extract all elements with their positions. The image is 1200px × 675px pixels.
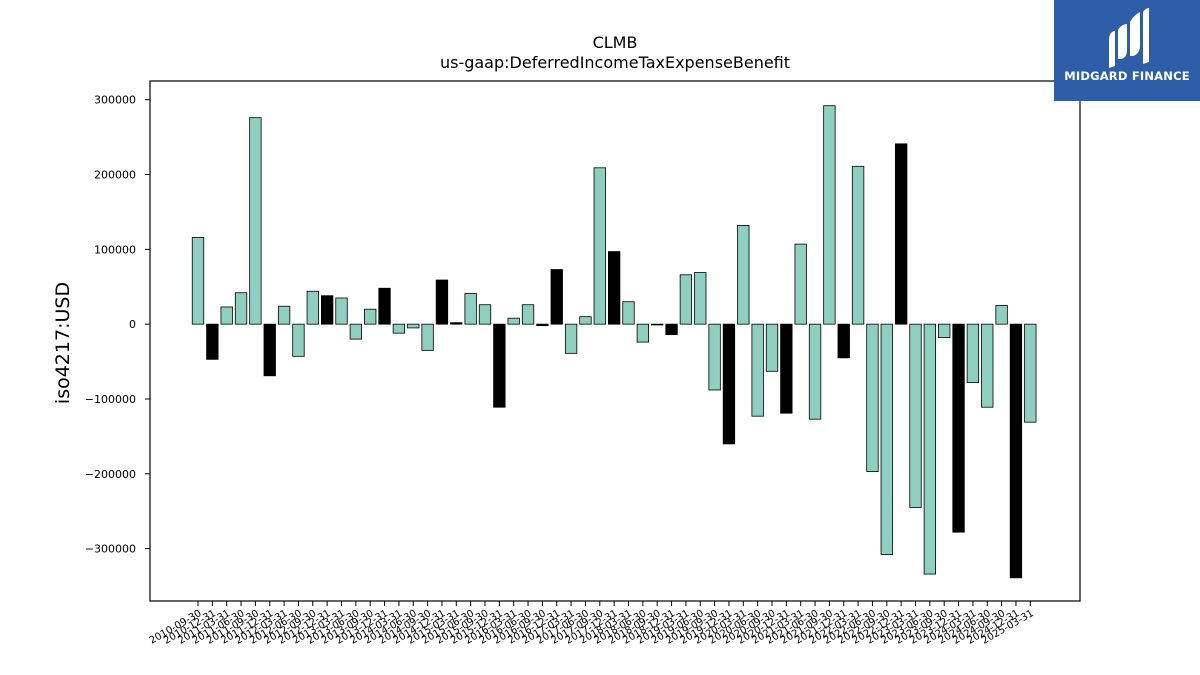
- bar-2025-03-31: [1024, 323, 1037, 423]
- bar-2016-09-30: [536, 323, 549, 327]
- y-tick-label: −100000: [85, 393, 136, 406]
- chart-subtitle: us-gaap:DeferredIncomeTaxExpenseBenefit: [440, 53, 790, 72]
- bar-2015-09-30: [478, 304, 492, 325]
- bar-2023-03-31: [909, 323, 922, 508]
- bar-2018-12-31: [665, 323, 678, 336]
- bar-2013-03-31: [335, 297, 348, 325]
- bar-2015-12-31: [493, 323, 506, 408]
- chart-title: CLMB: [593, 33, 638, 52]
- bar-2012-06-30: [292, 323, 305, 357]
- bar-2022-12-31: [895, 143, 908, 325]
- bar-2020-12-31: [780, 323, 793, 414]
- bar-2011-12-31: [263, 323, 276, 377]
- y-tick-label: −200000: [85, 468, 136, 481]
- bar-2019-03-31: [679, 274, 693, 325]
- bar-2010-09-30: [191, 236, 205, 325]
- bar-2016-06-30: [521, 304, 535, 325]
- bar-2013-06-30: [349, 323, 363, 340]
- bar-2019-09-30: [708, 323, 721, 391]
- bar-2017-03-31: [564, 323, 578, 354]
- plot-frame: [149, 80, 1081, 602]
- bar-2011-03-31: [220, 306, 233, 325]
- bar-2017-06-30: [579, 316, 592, 325]
- bar-2015-06-30: [464, 293, 477, 325]
- x-axis-ticks: 2010-09-302010-12-312011-03-312011-06-30…: [148, 601, 1036, 647]
- y-tick-label: 300000: [94, 94, 136, 107]
- bar-2024-06-30: [981, 323, 994, 408]
- bar-2013-09-30: [364, 308, 377, 325]
- bar-2024-09-30: [995, 305, 1008, 325]
- bar-2024-12-31: [1009, 323, 1023, 579]
- bar-2018-03-31: [622, 301, 635, 325]
- bar-2022-06-30: [866, 323, 879, 472]
- bar-2015-03-31: [450, 322, 463, 325]
- bar-2019-06-30: [694, 272, 707, 325]
- bar-2018-09-30: [651, 323, 664, 326]
- y-axis-ticks: 300000 200000 100000 0 −100000 −200000 −300000: [85, 94, 150, 556]
- bar-2014-06-30: [407, 323, 420, 329]
- bar-2020-09-30: [765, 323, 779, 372]
- bar-2024-03-31: [966, 323, 980, 383]
- bar-2019-12-31: [722, 323, 736, 445]
- bar-2018-06-30: [636, 323, 649, 343]
- bar-2021-12-31: [837, 323, 850, 359]
- bar-2012-03-31: [277, 305, 291, 325]
- midgard-finance-logo-icon: [1109, 8, 1149, 68]
- bar-2010-12-31: [206, 323, 219, 360]
- bar-2017-09-30: [593, 167, 606, 325]
- bar-2014-12-31: [435, 279, 449, 325]
- bar-2017-12-31: [608, 251, 621, 325]
- bar-2021-06-30: [808, 323, 822, 420]
- bar-2023-12-31: [952, 323, 965, 533]
- bar-series: [191, 105, 1037, 579]
- bar-2020-03-31: [737, 225, 750, 325]
- y-axis-label: iso4217:USD: [52, 282, 74, 404]
- bar-2022-03-31: [851, 165, 865, 325]
- y-tick-label: 200000: [94, 169, 136, 182]
- bar-2023-09-30: [938, 323, 951, 339]
- brand-name: MIDGARD FINANCE: [1064, 69, 1190, 83]
- bar-2011-06-30: [234, 292, 248, 325]
- bar-2021-09-30: [823, 105, 836, 325]
- bar-2013-12-31: [378, 287, 391, 325]
- bar-2023-06-30: [923, 323, 936, 575]
- bar-2016-03-31: [507, 317, 520, 325]
- bar-2012-09-30: [306, 290, 319, 325]
- bar-2021-03-31: [794, 243, 807, 325]
- y-tick-label: 100000: [94, 243, 136, 256]
- y-tick-label: −300000: [85, 543, 136, 556]
- bar-2014-09-30: [421, 323, 434, 351]
- bar-2014-03-31: [392, 323, 406, 334]
- bar-2022-09-30: [880, 323, 893, 556]
- bar-2020-06-30: [751, 323, 764, 417]
- bar-2016-12-31: [550, 269, 563, 325]
- bar-2012-12-31: [320, 295, 334, 325]
- brand-logo: MIDGARD FINANCE: [1054, 0, 1200, 101]
- bar-2011-09-30: [249, 117, 262, 325]
- y-tick-label: 0: [129, 318, 136, 331]
